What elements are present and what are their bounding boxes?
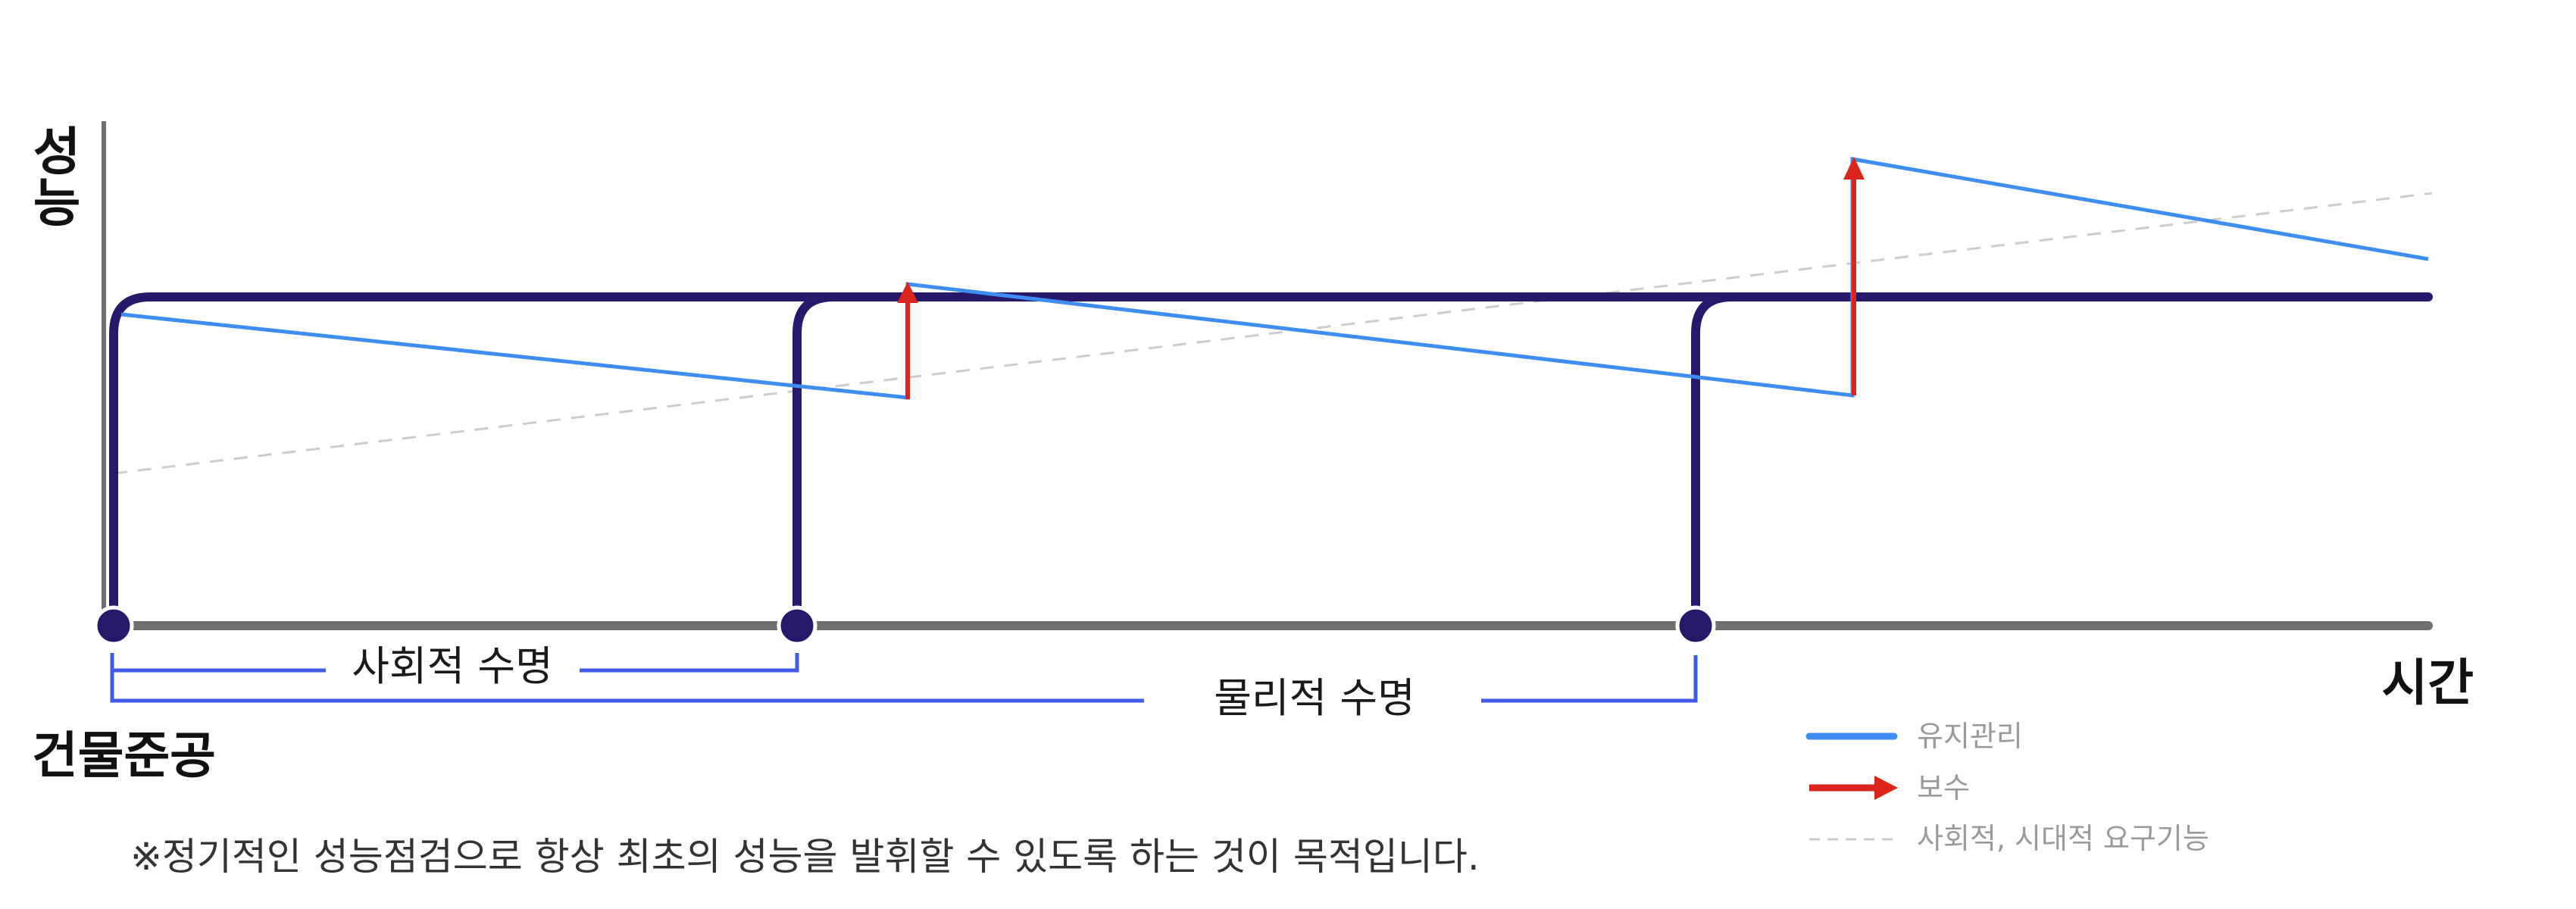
legend-item-repair: 보수 — [1809, 771, 1970, 804]
y-axis-label: 성능 — [22, 124, 82, 227]
repair-arrow-2 — [1843, 157, 1865, 395]
legend-item-maintenance: 유지관리 — [1805, 720, 2023, 753]
arrow-right-icon — [1874, 776, 1898, 800]
legend-label-maintenance: 유지관리 — [1917, 720, 2023, 753]
social-life-end-marker — [777, 605, 818, 646]
x-axis-label: 시간 — [2382, 654, 2474, 712]
physical-life-label: 물리적 수명 — [1214, 674, 1415, 722]
legend: 유지관리 보수 사회적, 시대적 요구기능 — [1805, 720, 2209, 855]
physical-life-bracket — [110, 655, 1698, 703]
performance-curve-3 — [1691, 292, 1985, 626]
physical-life-end-marker — [1675, 605, 1716, 646]
maintenance-line — [120, 157, 2429, 400]
performance-curve-1 — [109, 292, 2433, 630]
demand-trend-line — [113, 192, 2433, 475]
footnote: ※정기적인 성능점검으로 항상 최초의 성능을 발휘할 수 있도록 하는 것이 … — [130, 835, 1480, 879]
social-life-label: 사회적 수명 — [352, 642, 553, 690]
legend-label-repair: 보수 — [1917, 771, 1970, 804]
start-point-label: 건물준공 — [32, 726, 216, 785]
legend-item-demand: 사회적, 시대적 요구기능 — [1809, 822, 2209, 855]
start-point-marker — [93, 605, 134, 646]
repair-arrow-1 — [897, 282, 918, 399]
performance-curve-2 — [792, 292, 1985, 626]
legend-label-demand: 사회적, 시대적 요구기능 — [1917, 822, 2209, 855]
